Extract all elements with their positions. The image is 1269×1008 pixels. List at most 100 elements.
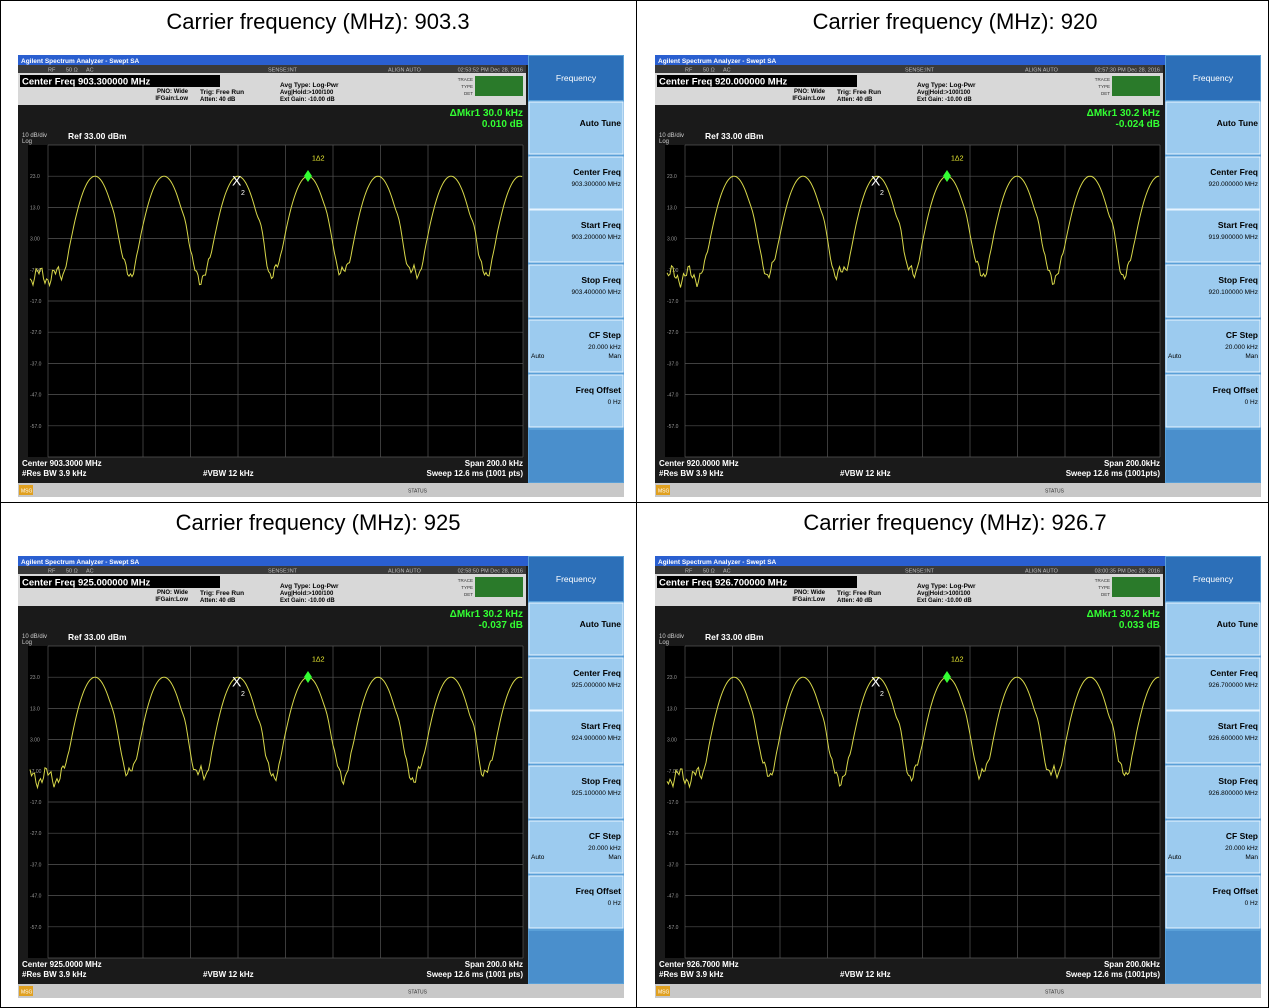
label: #VBW 12 kHz	[203, 970, 254, 979]
label: Center Freq 926.700000 MHz	[659, 578, 788, 589]
y-axis-label: 3.00	[30, 738, 40, 744]
label: Ref 33.00 dBm	[68, 632, 127, 642]
softkey	[1165, 602, 1261, 656]
reference-marker: X	[871, 173, 881, 189]
y-axis-label: 3.00	[30, 237, 40, 243]
softkey-menu-title: Frequency	[556, 73, 597, 83]
softkey	[528, 602, 624, 656]
label: ALIGN AUTO	[1025, 68, 1059, 74]
softkey-blank	[1166, 430, 1260, 482]
center-freq-box	[20, 576, 220, 588]
softkey-label: Freq Offset	[576, 886, 622, 896]
label: 02:57:30 PM Dec 28, 2016	[1095, 68, 1160, 74]
y-axis-label: -37.0	[30, 361, 42, 367]
y-axis-label: 23.0	[30, 174, 40, 180]
trace-indicator	[475, 577, 523, 597]
softkey-label: Freq Offset	[1213, 886, 1259, 896]
label: SENSE:INT	[268, 569, 298, 575]
softkey-value: 926.600000 MHz	[1208, 735, 1258, 742]
delta-marker-label: 1Δ2	[312, 156, 325, 163]
softkey-label: Freq Offset	[576, 385, 622, 395]
label: TYPE	[1098, 84, 1110, 89]
softkey-value: 20.000 kHz	[1225, 344, 1258, 351]
marker-readout: -0.024 dB	[1116, 119, 1160, 130]
delta-marker	[304, 169, 312, 182]
label: Atten: 40 dB	[200, 97, 236, 103]
label: Ref 33.00 dBm	[705, 632, 764, 642]
softkey-menu	[1166, 557, 1260, 601]
y-axis-label: -7.00	[667, 769, 679, 775]
softkey-value: 920.000000 MHz	[1208, 181, 1258, 188]
label: STATUS	[1045, 990, 1065, 996]
label: Center Freq 903.300000 MHz	[22, 77, 151, 88]
trace-indicator	[1112, 577, 1160, 597]
marker-readout: ΔMkr1 30.0 kHz	[450, 108, 523, 119]
reference-marker: 2	[241, 190, 245, 197]
center-freq-box	[657, 576, 857, 588]
reference-marker: X	[232, 173, 242, 189]
y-axis-label: 13.0	[30, 205, 40, 211]
softkey-menu	[529, 557, 623, 601]
softkey	[528, 209, 624, 263]
softkey-label: Freq Offset	[1213, 385, 1259, 395]
softkey	[1165, 264, 1261, 318]
marker-readout: -0.037 dB	[479, 620, 523, 631]
window-title-bar	[18, 556, 624, 566]
softkey	[1165, 765, 1261, 819]
softkey-option: Auto	[531, 353, 545, 360]
label: 10 dB/div	[22, 133, 47, 139]
softkey-value: 919.900000 MHz	[1208, 234, 1258, 241]
label: Avg|Hold:>100/100	[280, 591, 334, 597]
softkey-option: Auto	[1168, 353, 1182, 360]
label: #VBW 12 kHz	[840, 970, 891, 979]
label: 50 Ω	[66, 569, 78, 575]
analyzer-screenshot: Agilent Spectrum Analyzer - Swept SA RF 50…	[18, 55, 624, 497]
softkey-label: Auto Tune	[580, 118, 622, 128]
analyzer-screenshot: Agilent Spectrum Analyzer - Swept SA RF 50…	[18, 556, 624, 998]
y-axis-label: -57.0	[30, 424, 42, 430]
label: Span 200.0 kHz	[465, 459, 523, 468]
panel-title: Carrier frequency (MHz): 926.7	[803, 510, 1107, 535]
label: MSG	[21, 990, 33, 996]
softkey-value: 926.700000 MHz	[1208, 682, 1258, 689]
softkey-label: Center Freq	[1210, 668, 1258, 678]
panel-title: Carrier frequency (MHz): 903.3	[166, 9, 470, 34]
label: 02:58:50 PM Dec 28, 2016	[458, 569, 523, 575]
label: 03:00:35 PM Dec 28, 2016	[1095, 569, 1160, 575]
label: ALIGN AUTO	[1025, 569, 1059, 575]
softkey-label: Stop Freq	[1218, 776, 1258, 786]
window-title: Agilent Spectrum Analyzer - Swept SA	[21, 559, 140, 566]
softkey-label: Center Freq	[1210, 167, 1258, 177]
label: Sweep 12.6 ms (1001 pts)	[427, 469, 524, 478]
label: Log	[659, 139, 669, 145]
softkey-label: Start Freq	[581, 220, 621, 230]
label: DET	[464, 592, 473, 597]
trace	[29, 175, 523, 288]
label: Trig: Free Run	[200, 590, 244, 597]
label: #Res BW 3.9 kHz	[22, 469, 86, 478]
label: 50 Ω	[66, 68, 78, 74]
analyzer-screenshot: Agilent Spectrum Analyzer - Swept SA RF 50…	[655, 55, 1261, 497]
softkey-value: 925.000000 MHz	[571, 682, 621, 689]
label: IFGain:Low	[792, 597, 825, 603]
y-axis-label: -27.0	[667, 330, 679, 336]
label: ALIGN AUTO	[388, 569, 422, 575]
label: #Res BW 3.9 kHz	[659, 469, 723, 478]
label: DET	[1101, 91, 1110, 96]
label: AC	[723, 569, 731, 575]
window-title: Agilent Spectrum Analyzer - Swept SA	[658, 58, 777, 65]
softkey-label: CF Step	[589, 330, 621, 340]
label: Avg Type: Log-Pwr	[280, 583, 339, 590]
label: Avg|Hold:>100/100	[917, 591, 971, 597]
label: Ext Gain: -10.00 dB	[917, 97, 972, 103]
center-freq-box	[657, 75, 857, 87]
msg-box	[19, 986, 33, 996]
softkey	[1165, 710, 1261, 764]
softkey	[1165, 101, 1261, 155]
softkey-value: 20.000 kHz	[588, 344, 621, 351]
label: Center 926.7000 MHz	[659, 960, 739, 969]
softkey-value: 0 Hz	[608, 399, 621, 406]
label: Center Freq 925.000000 MHz	[22, 578, 151, 589]
label: RF	[48, 569, 56, 575]
